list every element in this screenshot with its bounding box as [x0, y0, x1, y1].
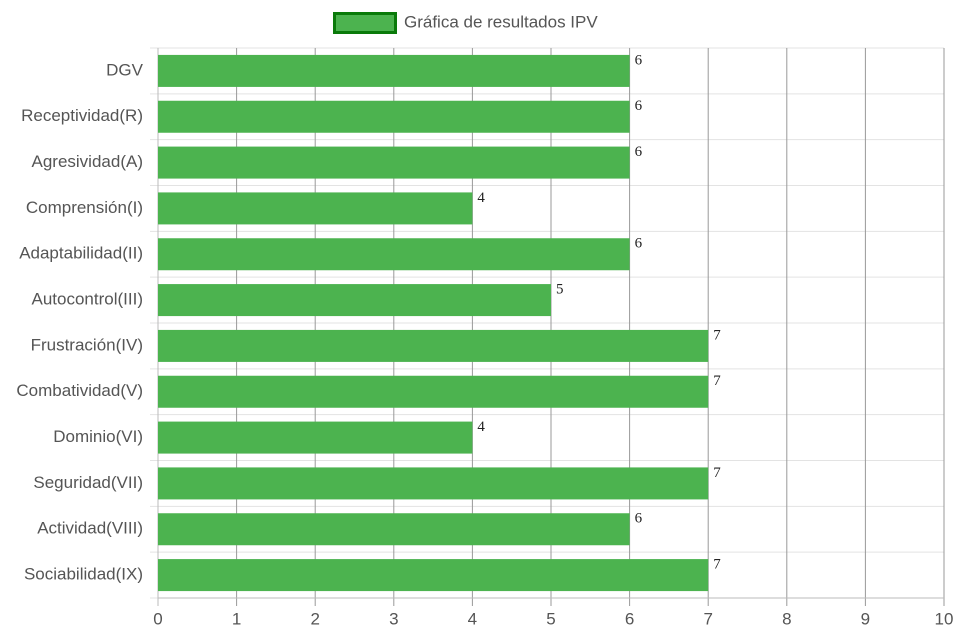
y-tick-label: Agresividad(A) [32, 152, 144, 171]
x-tick-label: 8 [782, 609, 791, 628]
legend-swatch [333, 12, 397, 34]
bar [158, 329, 709, 362]
bar [158, 238, 630, 271]
bar [158, 559, 709, 592]
x-tick-label: 6 [625, 609, 634, 628]
x-tick-label: 9 [861, 609, 870, 628]
value-label: 7 [713, 327, 721, 343]
bar [158, 284, 551, 317]
x-tick-label: 2 [310, 609, 319, 628]
y-tick-label: Autocontrol(III) [32, 290, 144, 309]
y-tick-label: Dominio(VI) [53, 427, 143, 446]
value-label: 6 [635, 511, 643, 527]
bar [158, 421, 473, 454]
bar [158, 54, 630, 87]
bar [158, 146, 630, 179]
y-tick-label: Combatividad(V) [16, 381, 143, 400]
value-label: 6 [635, 144, 643, 160]
x-tick-label: 0 [153, 609, 162, 628]
y-tick-label: Actividad(VIII) [37, 519, 143, 538]
y-tick-label: Receptividad(R) [21, 106, 143, 125]
value-label: 6 [635, 236, 643, 252]
value-label: 6 [635, 52, 643, 68]
bar [158, 375, 709, 408]
x-tick-label: 10 [935, 609, 954, 628]
value-label: 7 [713, 465, 721, 481]
y-tick-label: Seguridad(VII) [33, 473, 143, 492]
value-label: 6 [635, 98, 643, 114]
value-label: 7 [713, 373, 721, 389]
legend-label: Gráfica de resultados IPV [404, 12, 598, 31]
y-tick-label: Frustración(IV) [31, 335, 143, 354]
value-label: 4 [477, 190, 485, 206]
x-tick-label: 3 [389, 609, 398, 628]
bar [158, 192, 473, 225]
x-tick-label: 7 [703, 609, 712, 628]
x-tick-label: 4 [468, 609, 477, 628]
bar [158, 513, 630, 546]
x-tick-label: 5 [546, 609, 555, 628]
bar [158, 100, 630, 133]
value-label: 7 [713, 557, 721, 573]
y-tick-label: Sociabilidad(IX) [24, 565, 143, 584]
value-label: 5 [556, 282, 564, 298]
value-label: 4 [477, 419, 485, 435]
bar [158, 467, 709, 500]
y-tick-label: Adaptabilidad(II) [19, 244, 143, 263]
y-tick-label: DGV [106, 60, 144, 79]
y-tick-label: Comprensión(I) [26, 198, 143, 217]
x-tick-label: 1 [232, 609, 241, 628]
